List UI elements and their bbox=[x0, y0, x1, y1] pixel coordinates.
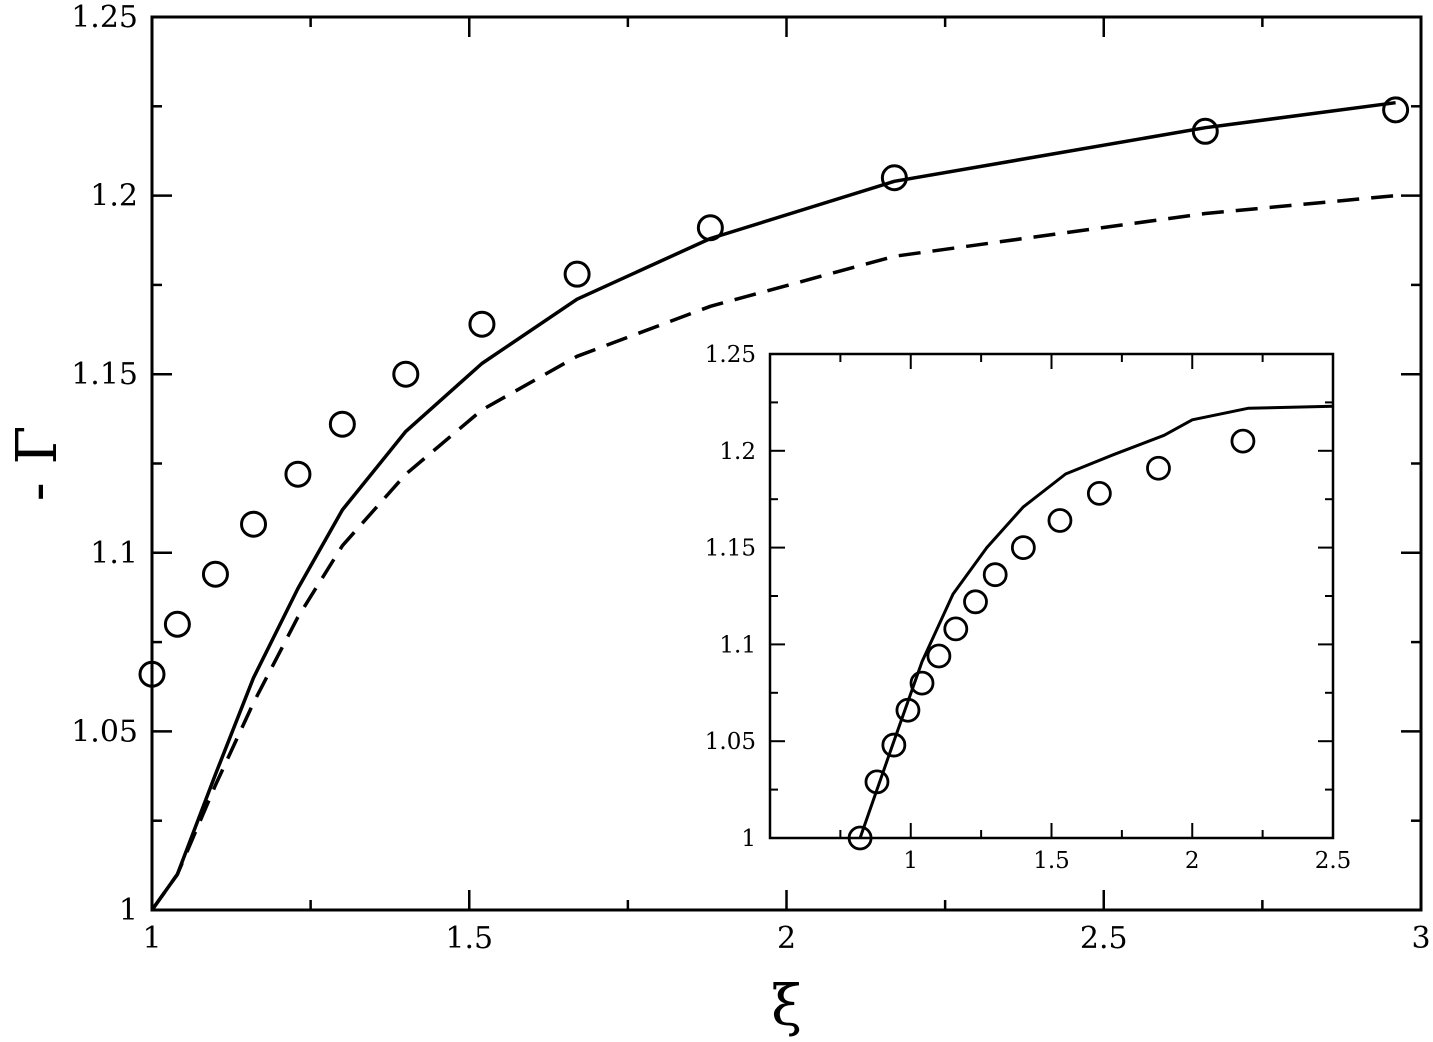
inset-data-point-circle bbox=[895, 697, 921, 723]
main-x-tick-label: 2.5 bbox=[1080, 921, 1128, 956]
main-y-tick-label: 1 bbox=[119, 893, 138, 928]
main-solid-series-line bbox=[150, 100, 1396, 912]
inset-data-point-circle bbox=[1086, 480, 1112, 506]
inset-data-point-circle bbox=[909, 670, 935, 696]
y-axis-title: - Γ bbox=[5, 426, 70, 502]
main-data-point-circle bbox=[284, 460, 312, 488]
inset-data-point-circle bbox=[1146, 455, 1171, 481]
inset-data-point-circle bbox=[943, 616, 969, 642]
inset-data-point-circle bbox=[881, 732, 907, 758]
main-y-tick-label: 1.1 bbox=[90, 536, 138, 571]
inset-y-tick-label: 1.05 bbox=[705, 729, 756, 755]
main-x-tick-label: 2 bbox=[777, 921, 796, 956]
inset-plot-frame bbox=[768, 352, 1335, 840]
inset-x-tick-label: 1 bbox=[903, 848, 918, 874]
inset-y-tick-label: 1.2 bbox=[719, 439, 756, 465]
inset-x-tick-label: 2.5 bbox=[1315, 848, 1352, 874]
main-data-point-circle bbox=[163, 610, 191, 638]
main-y-tick-label: 1.05 bbox=[71, 714, 138, 749]
inset-data-point-circle bbox=[926, 643, 952, 669]
inset-data-point-circle bbox=[982, 562, 1008, 588]
inset-x-tick-label: 2 bbox=[1185, 848, 1200, 874]
inset-data-point-circle bbox=[1047, 508, 1073, 533]
main-data-point-circle bbox=[1191, 117, 1219, 145]
main-data-point-circle bbox=[240, 510, 268, 538]
inset-data-point-circle bbox=[1230, 428, 1256, 454]
inset-x-tick-label: 1.5 bbox=[1033, 848, 1070, 874]
inset-y-tick-label: 1.15 bbox=[705, 536, 756, 562]
main-data-point-circle bbox=[880, 164, 908, 192]
inset-y-tick-label: 1.25 bbox=[705, 342, 756, 368]
main-data-point-circle bbox=[696, 214, 724, 242]
main-data-point-circle bbox=[138, 660, 166, 688]
inset-data-point-circle bbox=[864, 769, 890, 795]
main-plot-frame bbox=[150, 15, 1423, 912]
main-data-point-circle bbox=[392, 360, 420, 388]
inset-data-point-circle bbox=[847, 825, 873, 851]
main-data-point-circle bbox=[201, 560, 229, 588]
inset-plot-panel: 1 1.5 2 2.5 1 1.05 1.1 1.15 1.2 1.25 bbox=[705, 342, 1352, 874]
main-data-point-circle bbox=[1382, 96, 1410, 124]
main-x-tick-label: 3 bbox=[1411, 921, 1430, 956]
main-x-tick-label: 1 bbox=[142, 921, 161, 956]
main-data-point-circle bbox=[468, 310, 496, 338]
main-plot-panel: 1 1.5 2 2.5 3 1 1.05 1.1 1.15 1.2 1.25 bbox=[71, 0, 1430, 956]
main-y-tick-label: 1.15 bbox=[71, 357, 138, 392]
inset-y-tick-label: 1.1 bbox=[719, 632, 756, 658]
main-x-tick-label: 1.5 bbox=[445, 921, 493, 956]
main-data-point-circle bbox=[563, 260, 591, 288]
main-y-tick-label: 1.25 bbox=[71, 0, 138, 35]
inset-y-tick-label: 1 bbox=[741, 826, 756, 852]
inset-data-point-circle bbox=[1010, 535, 1036, 560]
x-axis-title: ξ bbox=[771, 974, 802, 1039]
main-y-tick-label: 1.2 bbox=[90, 179, 138, 214]
main-data-point-circle bbox=[328, 410, 356, 438]
inset-solid-series-line bbox=[858, 404, 1334, 839]
main-dashed-series-line bbox=[150, 193, 1396, 912]
inset-data-point-circle bbox=[963, 589, 988, 615]
